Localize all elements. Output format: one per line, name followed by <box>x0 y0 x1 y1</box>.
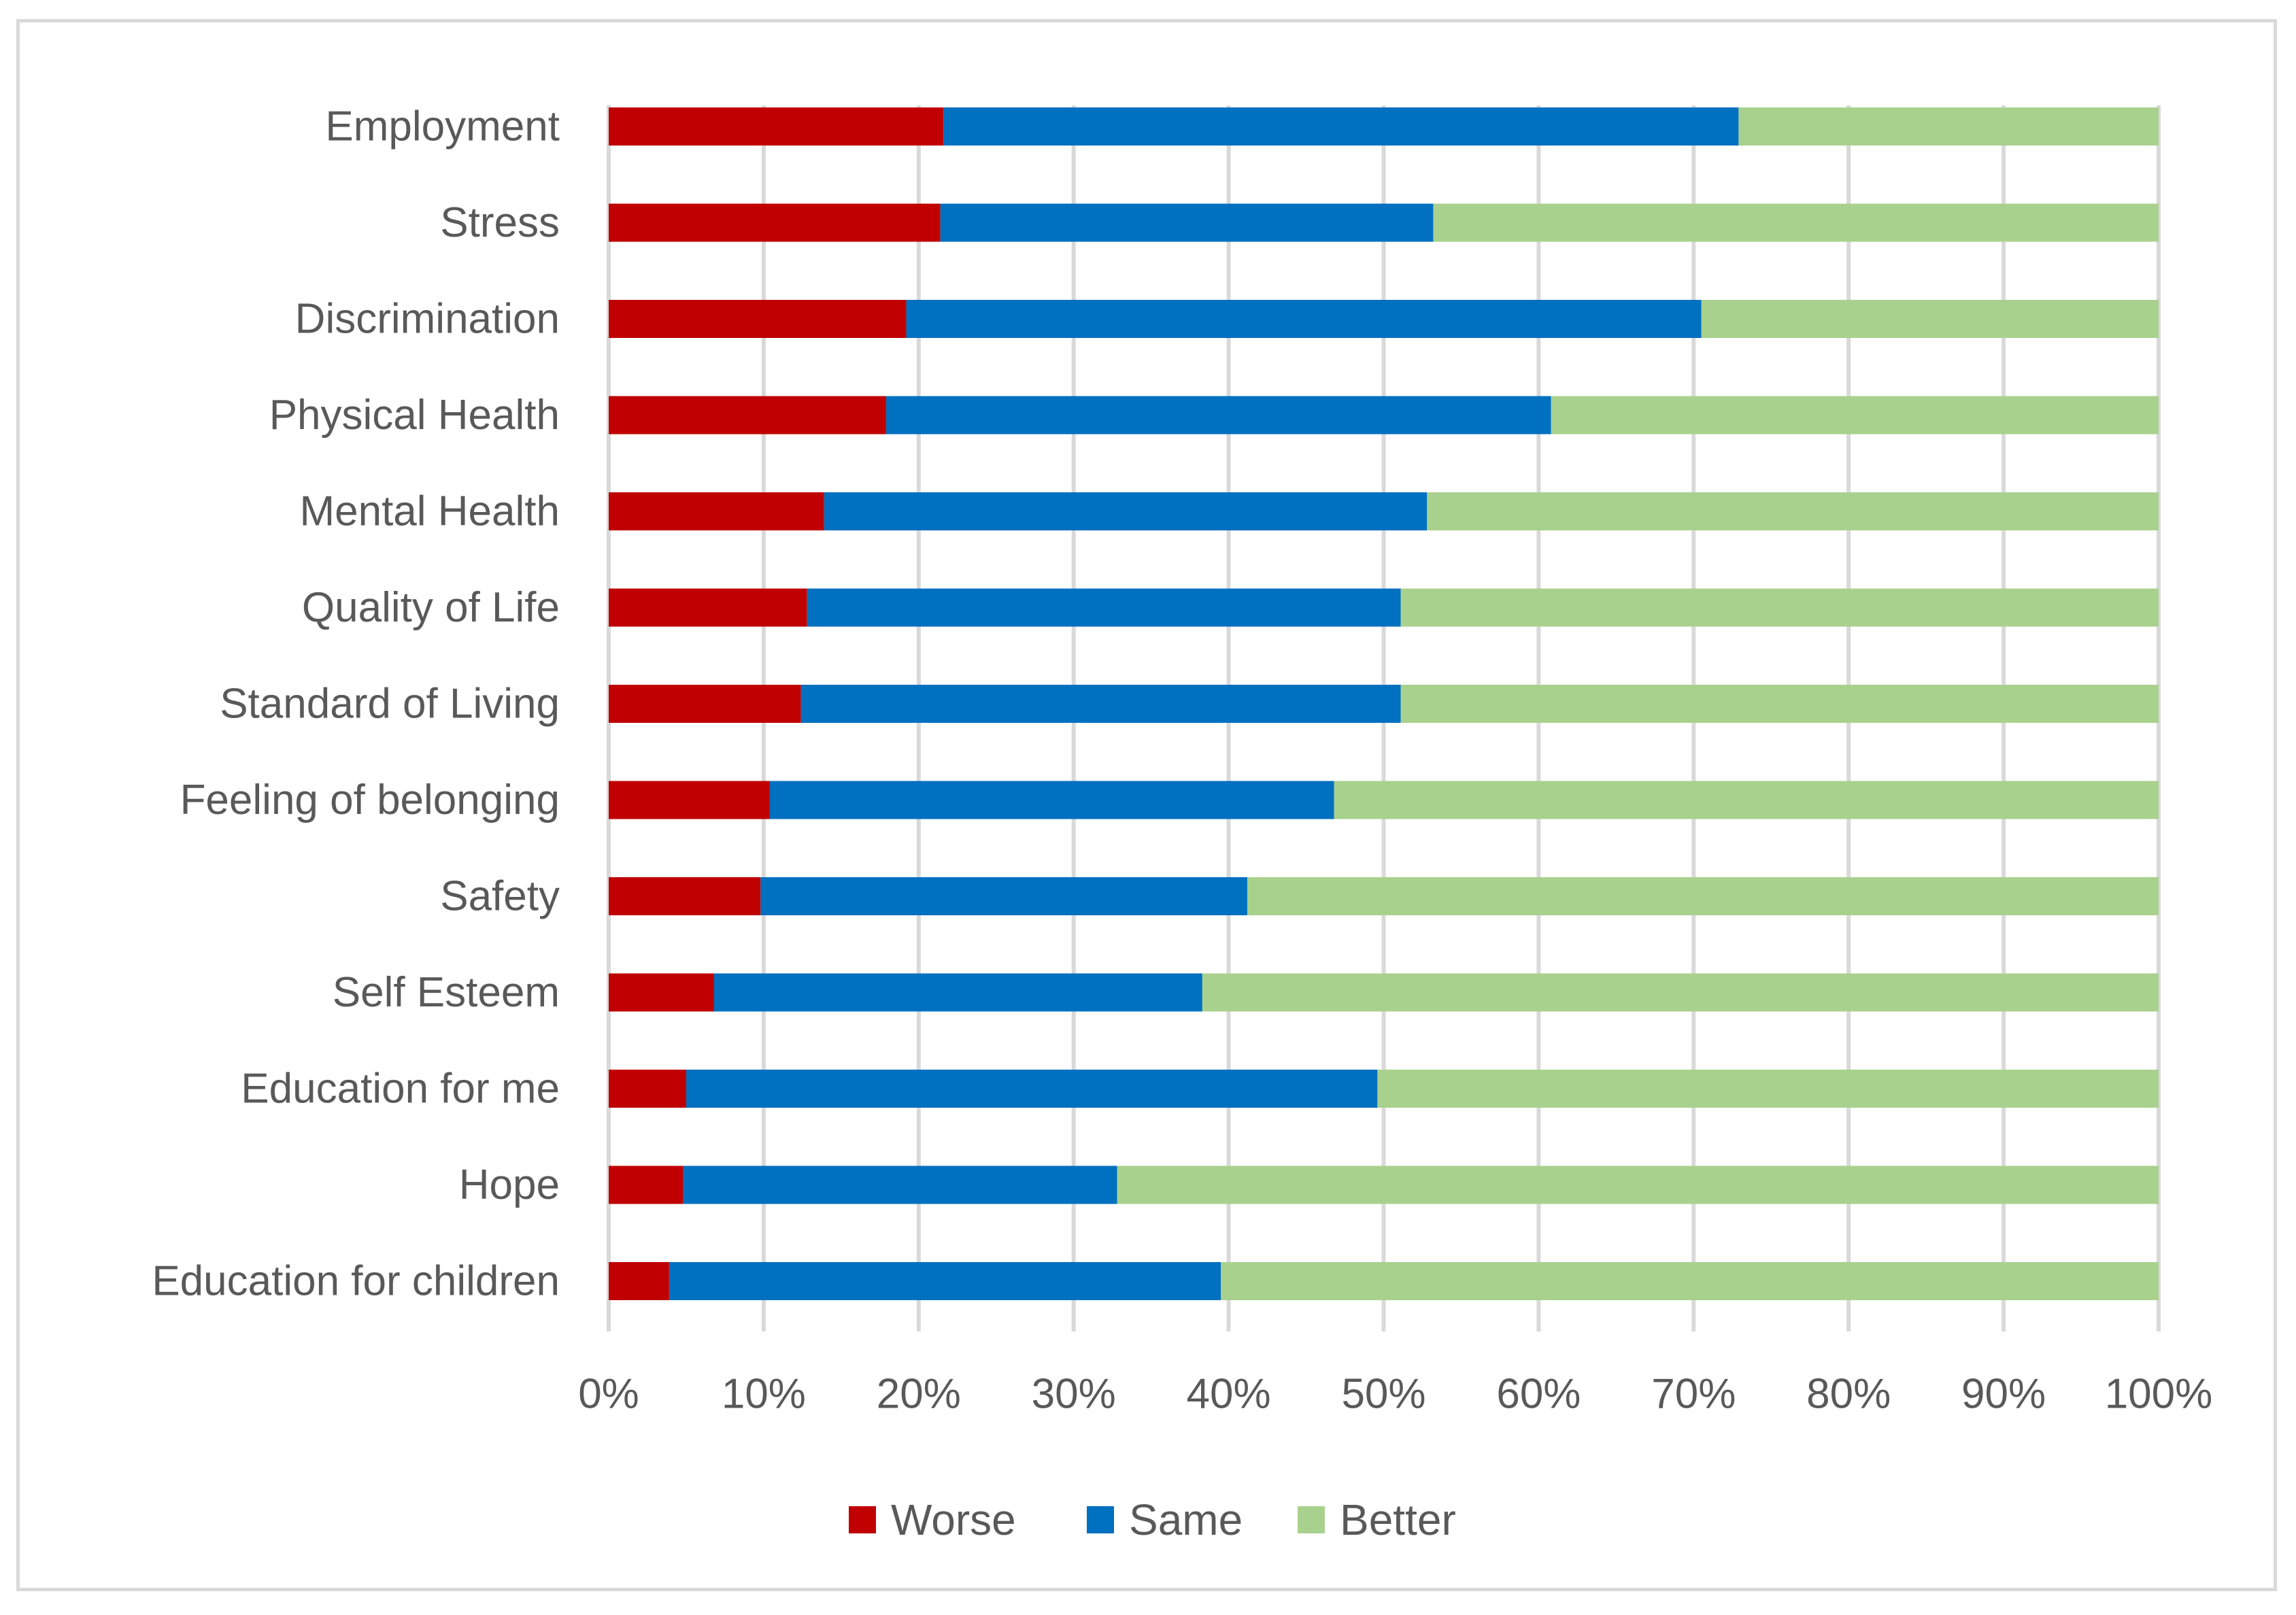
x-tick-label-10: 10% <box>722 1371 806 1418</box>
bar-self-esteem-worse <box>609 973 714 1012</box>
category-label-standard-of-living: Standard of Living <box>220 681 560 728</box>
bar-stress-better <box>1433 203 2159 242</box>
legend-swatch-worse <box>849 1506 876 1533</box>
bar-employment-better <box>1738 107 2159 146</box>
legend-label-better: Better <box>1340 1495 1456 1544</box>
x-tick-label-60: 60% <box>1496 1371 1581 1418</box>
category-label-education-for-children: Education for children <box>152 1258 560 1305</box>
bar-standard-of-living-better <box>1400 685 2159 723</box>
bar-feeling-of-belonging-same <box>770 781 1334 819</box>
bar-employment-same <box>943 107 1739 146</box>
bar-self-esteem-same <box>713 973 1202 1012</box>
bar-feeling-of-belonging-better <box>1334 781 2159 819</box>
bar-mental-health-worse <box>609 492 824 530</box>
legend-swatch-better <box>1298 1506 1325 1533</box>
bar-feeling-of-belonging-worse <box>609 781 771 819</box>
x-tick-label-40: 40% <box>1187 1371 1271 1418</box>
bar-self-esteem-better <box>1202 973 2159 1012</box>
category-label-discrimination: Discrimination <box>295 296 560 343</box>
x-tick-label-90: 90% <box>1961 1371 2046 1418</box>
bar-stress-same <box>940 203 1434 242</box>
x-tick-label-70: 70% <box>1651 1371 1736 1418</box>
bar-standard-of-living-worse <box>609 685 801 723</box>
x-tick-label-80: 80% <box>1806 1371 1891 1418</box>
bar-quality-of-life-same <box>807 588 1401 627</box>
bar-hope-better <box>1117 1166 2159 1204</box>
bar-discrimination-same <box>906 300 1702 338</box>
bar-quality-of-life-worse <box>609 588 807 627</box>
bar-hope-worse <box>609 1166 683 1204</box>
category-label-safety: Safety <box>440 873 560 920</box>
bar-safety-same <box>760 877 1247 915</box>
bar-physical-health-worse <box>609 396 886 435</box>
x-tick-label-20: 20% <box>877 1371 961 1418</box>
bar-mental-health-better <box>1427 492 2159 530</box>
chart-frame: Employment Stress Discrimination Physical H… <box>16 19 2277 1591</box>
bar-standard-of-living-same <box>800 685 1401 723</box>
bar-safety-better <box>1247 877 2159 915</box>
bar-discrimination-worse <box>609 300 907 338</box>
bar-education-for-me-same <box>686 1070 1378 1108</box>
bar-education-for-children-same <box>669 1262 1221 1300</box>
bar-stress-worse <box>609 203 941 242</box>
bar-employment-worse <box>609 107 944 146</box>
category-label-feeling-of-belonging: Feeling of belonging <box>180 777 560 823</box>
category-label-quality-of-life: Quality of Life <box>302 584 560 631</box>
bar-physical-health-same <box>885 396 1551 435</box>
bar-discrimination-better <box>1701 300 2159 338</box>
bar-physical-health-better <box>1551 396 2159 435</box>
bar-education-for-children-worse <box>609 1262 669 1300</box>
category-label-employment: Employment <box>325 103 560 150</box>
category-label-physical-health: Physical Health <box>269 392 560 439</box>
category-label-hope: Hope <box>459 1161 560 1208</box>
category-label-mental-health: Mental Health <box>299 488 560 535</box>
x-tick-label-0: 0% <box>578 1371 639 1418</box>
legend-swatch-same <box>1087 1506 1114 1533</box>
bar-hope-same <box>683 1166 1117 1204</box>
stacked-bar-chart: Employment Stress Discrimination Physical H… <box>152 103 2212 1545</box>
legend-label-worse: Worse <box>891 1495 1016 1544</box>
x-tick-label-100: 100% <box>2105 1371 2213 1418</box>
legend-label-same: Same <box>1129 1495 1243 1544</box>
category-label-self-esteem: Self Esteem <box>333 969 560 1016</box>
x-axis-tick-labels: 0% 10% 20% 30% 40% 50% 60% 70% 80% 90% 100% <box>578 1371 2212 1418</box>
legend: Worse Same Better <box>849 1495 1456 1544</box>
category-labels: Employment Stress Discrimination Physical H… <box>152 103 560 1305</box>
bar-education-for-me-better <box>1377 1070 2159 1108</box>
bar-mental-health-same <box>824 492 1428 530</box>
bar-education-for-children-better <box>1221 1262 2159 1300</box>
bar-safety-worse <box>609 877 761 915</box>
x-tick-label-50: 50% <box>1341 1371 1425 1418</box>
bars <box>609 107 2159 1300</box>
bar-quality-of-life-better <box>1400 588 2159 627</box>
category-label-stress: Stress <box>440 199 560 246</box>
category-label-education-for-me: Education for me <box>241 1066 560 1112</box>
x-tick-label-30: 30% <box>1032 1371 1116 1418</box>
bar-education-for-me-worse <box>609 1070 686 1108</box>
